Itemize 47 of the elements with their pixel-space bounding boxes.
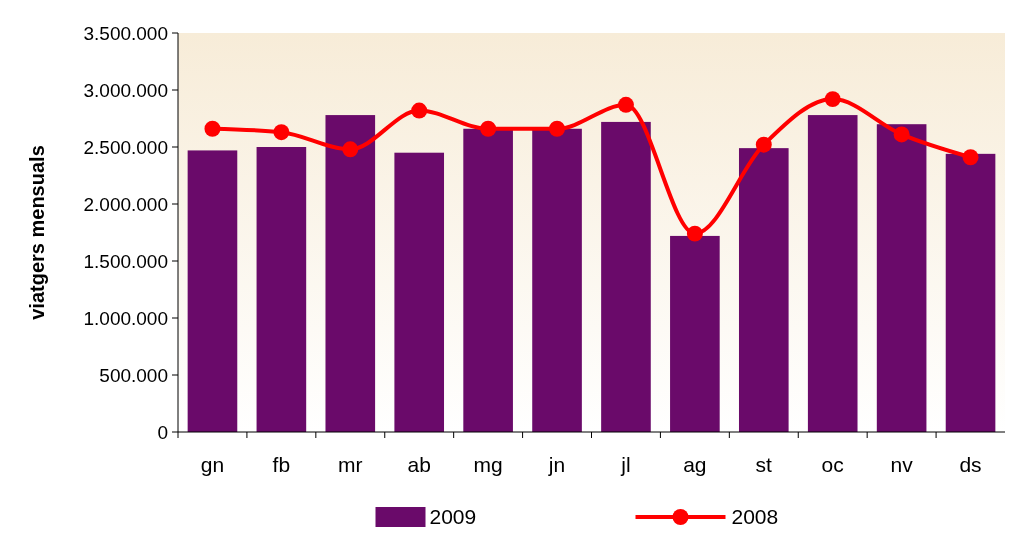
point — [273, 124, 290, 141]
x-tick-label: mr — [338, 453, 363, 476]
point — [962, 149, 979, 166]
y-tick-label: 0 — [157, 421, 168, 443]
legend-label: 2009 — [429, 505, 477, 529]
x-tick-label: mg — [473, 453, 503, 476]
bar — [945, 153, 996, 432]
y-tick-label: 3.000.000 — [83, 79, 168, 101]
point — [204, 120, 221, 137]
y-tick-label: 3.500.000 — [83, 22, 168, 44]
x-tick-label: gn — [200, 453, 225, 476]
bar — [876, 124, 927, 432]
bar — [738, 148, 789, 432]
x-tick-label: jl — [620, 453, 631, 476]
y-tick-label: 2.000.000 — [83, 193, 168, 215]
x-tick-label: ab — [407, 453, 431, 476]
point — [411, 102, 428, 119]
x-tick-label: st — [755, 453, 773, 476]
bar — [463, 128, 513, 432]
bar — [807, 115, 858, 432]
legend-label: 2008 — [731, 505, 779, 529]
point — [342, 141, 359, 158]
y-tick-label: 1.500.000 — [83, 250, 168, 272]
point — [617, 96, 634, 113]
bar — [325, 115, 376, 432]
x-tick-label: ds — [959, 453, 982, 476]
x-tick-label: fb — [272, 453, 291, 476]
x-tick-label: oc — [821, 453, 844, 476]
point — [686, 225, 703, 242]
point — [824, 91, 841, 108]
bar — [601, 121, 651, 432]
y-axis-title: viatgers mensuals — [26, 145, 48, 320]
bar — [532, 128, 582, 432]
x-tick-label: ag — [683, 453, 707, 476]
y-tick-label: 2.500.000 — [83, 136, 168, 158]
bar — [256, 147, 307, 432]
point — [893, 126, 910, 143]
bar — [670, 235, 720, 432]
x-tick-label: nv — [890, 453, 914, 476]
point — [549, 120, 566, 137]
point — [480, 120, 497, 137]
bar — [187, 150, 238, 432]
bar — [394, 152, 445, 432]
point — [755, 136, 772, 153]
y-tick-label: 1.000.000 — [83, 307, 168, 329]
x-tick-label: jn — [547, 453, 566, 476]
y-tick-label: 500.000 — [99, 364, 168, 386]
